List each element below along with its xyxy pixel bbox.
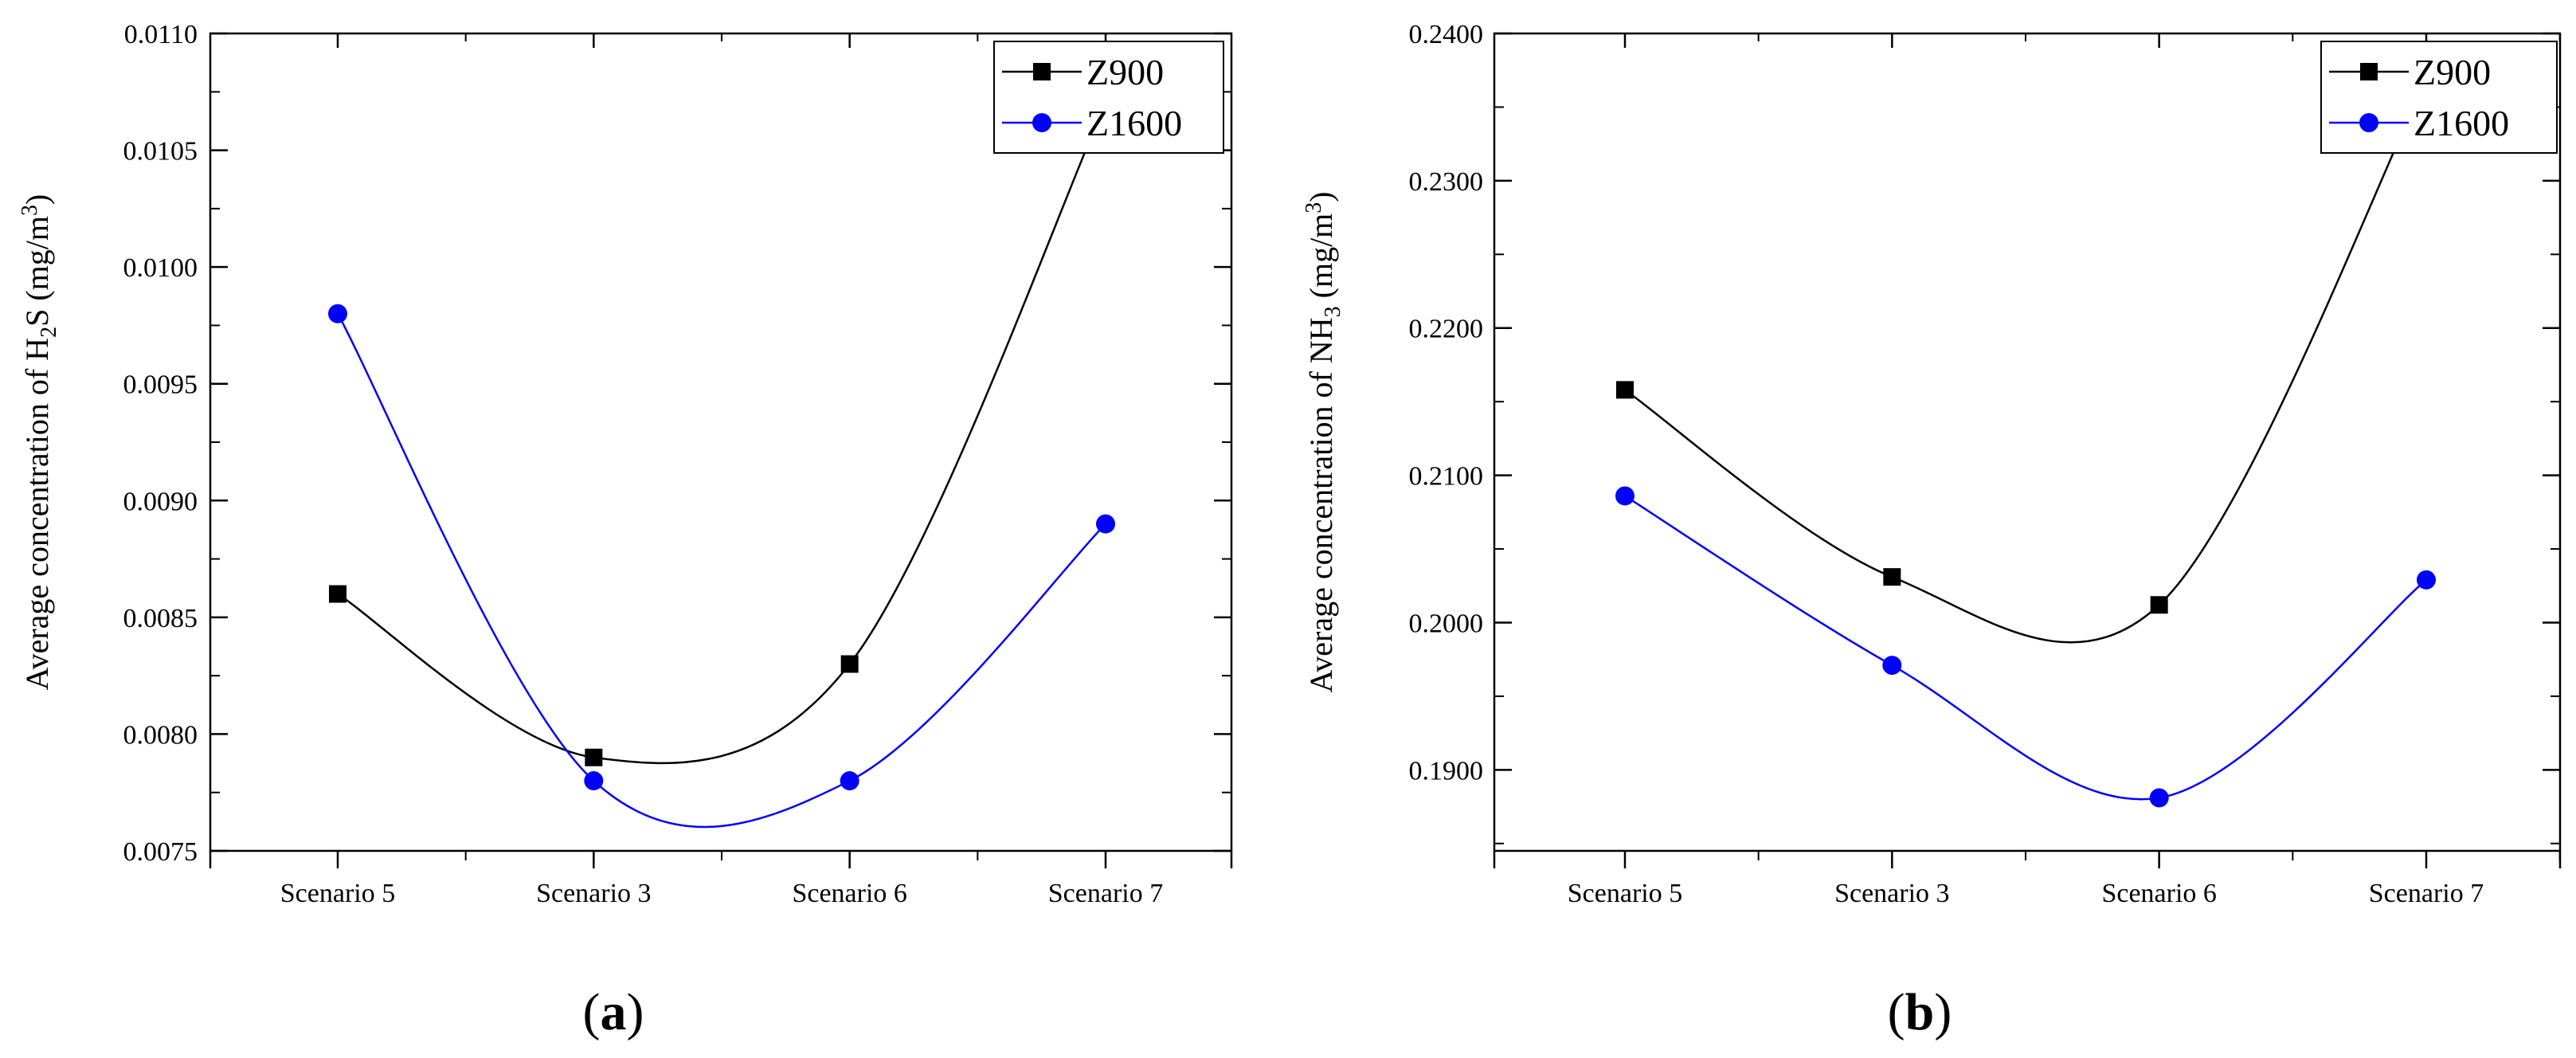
x-category-label: Scenario 5 [280, 879, 395, 908]
marker-Z1600-1 [1882, 656, 1902, 676]
x-category-label: Scenario 6 [2101, 879, 2216, 908]
legend-marker-Z1600 [2359, 113, 2378, 132]
legend-marker-Z900 [1033, 63, 1051, 80]
marker-Z1600-0 [328, 304, 347, 323]
marker-Z1600-1 [584, 771, 604, 791]
y-tick-label: 0.0085 [123, 604, 198, 633]
y-tick-label: 0.0095 [123, 370, 198, 400]
panel-label: (b) [1888, 983, 1952, 1041]
marker-Z1600-2 [2149, 788, 2169, 808]
marker-Z900-1 [585, 748, 603, 766]
y-tick-label: 0.0105 [123, 137, 198, 167]
plot-frame [1493, 32, 2562, 852]
panel-label-close: ) [1934, 983, 1952, 1041]
marker-Z900-0 [329, 585, 346, 603]
y-tick-label: 0.2200 [1409, 315, 1484, 344]
legend-label-Z900: Z900 [2414, 52, 2491, 92]
plot-frame [209, 32, 1233, 852]
x-category-label: Scenario 6 [792, 879, 906, 908]
series-line-Z1600 [336, 313, 1106, 829]
legend-label-Z1600: Z1600 [1086, 103, 1182, 143]
y-axis-title-sup: 3 [18, 205, 42, 216]
panel-label-letter: a [601, 983, 627, 1041]
y-axis-title-mid: S (mg/m [19, 216, 55, 327]
x-category-label: Scenario 3 [536, 879, 651, 908]
y-tick-label: 0.1900 [1409, 756, 1484, 786]
y-axis-title-end: ) [19, 194, 55, 205]
x-category-label: Scenario 5 [1568, 879, 1682, 908]
y-axis-title: Average concentration of H2S (mg/m3) [18, 194, 61, 691]
legend-marker-Z1600 [1032, 113, 1051, 132]
chart-panel-b: 0.1900 0.2000 0.2100 0.2200 0.2300 0.2400 Scen… [1302, 20, 2562, 1041]
y-axis-title-sup: 3 [1302, 202, 1326, 214]
x-category-label: Scenario 7 [1048, 879, 1163, 908]
marker-Z1600-3 [2417, 570, 2436, 590]
y-tick-label: 0.0080 [123, 720, 198, 750]
y-tick-label: 0.2400 [1409, 20, 1484, 49]
marker-Z900-1 [1883, 568, 1901, 586]
panel-label-close: ) [627, 983, 644, 1041]
legend: Z900 Z1600 [993, 41, 1224, 154]
panel-label-letter: b [1905, 983, 1935, 1041]
legend: Z900 Z1600 [2320, 41, 2558, 154]
legend-box [993, 41, 1224, 154]
y-axis-title-sub: 3 [1321, 306, 1345, 317]
marker-Z1600-2 [840, 771, 859, 791]
y-tick-label: 0.0090 [123, 487, 198, 516]
y-tick-label: 0.0110 [124, 20, 198, 49]
y-axis-title-main: Average concentration of H [19, 338, 55, 690]
marker-Z900-0 [1616, 381, 1634, 399]
legend-label-Z900: Z900 [1086, 52, 1164, 92]
x-category-label: Scenario 7 [2369, 879, 2484, 908]
panel-label-open: ( [583, 983, 601, 1041]
chart-panel-a: 0.0075 0.0080 0.0085 0.0090 0.0095 0.0100 0.01… [18, 20, 1233, 1041]
y-axis-title-main: Average concentration of NH [1303, 317, 1339, 692]
y-tick-label: 0.2000 [1409, 609, 1484, 638]
marker-Z900-2 [2150, 596, 2168, 614]
series-line-Z1600 [1624, 495, 2427, 801]
marker-Z900-2 [840, 655, 859, 673]
y-tick-label: 0.2300 [1409, 167, 1484, 197]
legend-marker-Z900 [2360, 63, 2378, 80]
y-axis-title-mid: (mg/m [1303, 214, 1339, 307]
marker-Z1600-0 [1615, 486, 1634, 506]
series-line-Z900 [337, 103, 1107, 765]
y-tick-label: 0.0075 [123, 837, 198, 867]
y-axis-title-end: ) [1303, 191, 1339, 202]
y-tick-label: 0.0100 [123, 253, 198, 283]
panel-label: (a) [583, 983, 644, 1041]
panel-label-open: ( [1888, 983, 1905, 1041]
y-axis-title: Average concentration of NH3 (mg/m3) [1302, 191, 1345, 692]
series-line-Z900 [1624, 80, 2428, 644]
legend-box [2320, 41, 2558, 154]
y-axis-title-sub: 2 [37, 327, 61, 338]
x-category-label: Scenario 3 [1834, 879, 1949, 908]
y-tick-label: 0.2100 [1409, 462, 1484, 492]
marker-Z1600-3 [1096, 514, 1115, 534]
legend-label-Z1600: Z1600 [2414, 103, 2509, 143]
